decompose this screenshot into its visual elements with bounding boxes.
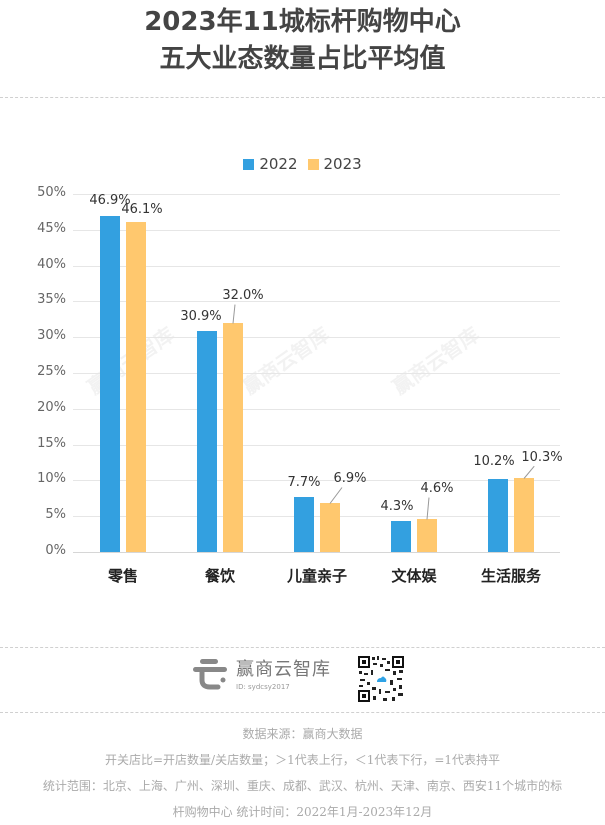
- watermark: 赢商云智库: [238, 322, 334, 400]
- watermark: 赢商云智库: [388, 322, 484, 400]
- footer-divider: [0, 712, 605, 713]
- y-tick-label: 10%: [37, 471, 66, 486]
- footer-source: 数据来源：赢商大数据: [242, 727, 363, 741]
- legend-label-2022: 2022: [259, 155, 298, 173]
- top-divider: [0, 97, 605, 98]
- legend-swatch-2023: [307, 158, 319, 170]
- gridline: [73, 409, 560, 410]
- value-label-2022: 10.2%: [473, 453, 515, 469]
- brand-logo-icon: [193, 659, 227, 690]
- leader-line: [329, 486, 343, 504]
- gridline: [73, 266, 560, 267]
- chart-title: 2023年11城标杆购物中心 五大业态数量占比平均值: [0, 4, 605, 78]
- value-label-2023: 46.1%: [121, 201, 163, 217]
- qr-code-icon: [357, 655, 405, 703]
- value-label-2022: 46.9%: [89, 193, 131, 209]
- gridline: [73, 445, 560, 446]
- y-tick-label: 0%: [45, 543, 66, 558]
- x-axis-label: 零售: [107, 567, 139, 585]
- legend: 2022 2023: [0, 155, 605, 173]
- legend-label-2023: 2023: [323, 155, 362, 173]
- footer-scope-line1: 统计范围：北京、上海、广州、深圳、重庆、成都、武汉、杭州、天津、南京、西安11个…: [42, 779, 563, 793]
- value-label-2022: 30.9%: [180, 308, 222, 324]
- bar-2022: [391, 521, 411, 552]
- x-axis-label: 生活服务: [480, 567, 542, 585]
- gridline: [73, 301, 560, 302]
- value-label-2023: 32.0%: [222, 287, 264, 303]
- x-axis-label: 文体娱: [391, 567, 437, 585]
- value-label-2022: 7.7%: [287, 474, 321, 490]
- gridline: [73, 552, 560, 553]
- brand-block: 赢商云智库 ID: sydcsy2017: [190, 655, 331, 691]
- value-label-2023: 4.6%: [420, 481, 454, 497]
- y-tick-label: 5%: [45, 507, 66, 522]
- y-tick-label: 40%: [37, 257, 66, 272]
- gridline: [73, 480, 560, 481]
- y-tick-label: 15%: [37, 436, 66, 451]
- footer-note: 开关店比=开店数量/关店数量；＞1代表上行，＜1代表下行，=1代表持平: [104, 753, 501, 767]
- brand-id: ID: sydcsy2017: [236, 683, 290, 691]
- chart-title-line1: 2023年11城标杆购物中心: [144, 7, 461, 37]
- bar-2022: [294, 496, 314, 552]
- gridline: [73, 337, 560, 338]
- y-tick-label: 35%: [37, 292, 66, 307]
- bar-chart: 赢商云智库赢商云智库赢商云智库50%45%40%35%30%25%20%15%1…: [37, 185, 563, 585]
- y-tick-label: 50%: [37, 185, 66, 200]
- bar-2022: [488, 478, 508, 552]
- bar-2023: [126, 221, 146, 552]
- bar-2023: [223, 322, 243, 552]
- y-tick-label: 30%: [37, 328, 66, 343]
- bar-2023: [417, 519, 437, 552]
- gridline: [73, 194, 560, 195]
- value-label-2023: 6.9%: [333, 470, 367, 486]
- y-tick-label: 25%: [37, 364, 66, 379]
- bar-2022: [100, 216, 120, 552]
- legend-item-2022: 2022: [243, 155, 298, 173]
- chart-title-line2: 五大业态数量占比平均值: [159, 44, 446, 74]
- y-tick-label: 45%: [37, 221, 66, 236]
- y-tick-label: 20%: [37, 400, 66, 415]
- leader-line: [523, 466, 535, 480]
- bar-2022: [197, 330, 217, 552]
- value-label-2022: 4.3%: [380, 499, 414, 515]
- x-axis-label: 餐饮: [204, 567, 236, 585]
- bar-2023: [320, 502, 340, 552]
- legend-swatch-2022: [243, 158, 255, 170]
- value-label-2023: 10.3%: [521, 450, 563, 466]
- footer-scope-line2: 杆购物中心 统计时间：2022年1月-2023年12月: [172, 805, 433, 819]
- leader-line: [232, 304, 236, 324]
- x-axis-label: 儿童亲子: [286, 567, 348, 585]
- bar-2023: [514, 478, 534, 552]
- gridline: [73, 230, 560, 231]
- middle-divider: [0, 647, 605, 648]
- legend-item-2023: 2023: [307, 155, 362, 173]
- gridline: [73, 516, 560, 517]
- gridline: [73, 373, 560, 374]
- brand-name: 赢商云智库: [236, 659, 331, 680]
